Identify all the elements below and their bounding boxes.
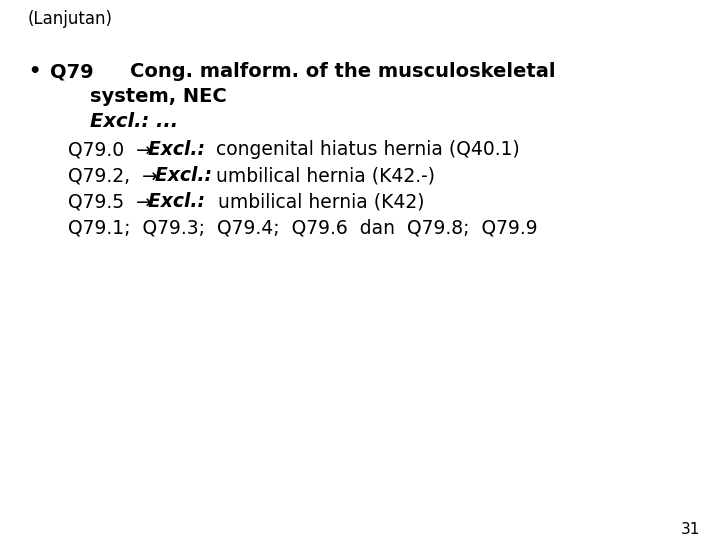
Text: Cong. malform. of the musculoskeletal: Cong. malform. of the musculoskeletal: [130, 62, 556, 81]
Text: (Lanjutan): (Lanjutan): [28, 10, 113, 28]
Text: congenital hiatus hernia (Q40.1): congenital hiatus hernia (Q40.1): [210, 140, 520, 159]
Text: Q79.0  →: Q79.0 →: [68, 140, 152, 159]
Text: Q79: Q79: [50, 62, 94, 81]
Text: Excl.: ...: Excl.: ...: [90, 112, 178, 131]
Text: 31: 31: [680, 522, 700, 537]
Text: Q79.2,  →: Q79.2, →: [68, 166, 158, 185]
Text: Excl.:: Excl.:: [148, 140, 212, 159]
Text: Excl.:: Excl.:: [155, 166, 218, 185]
Text: Q79.5  →: Q79.5 →: [68, 192, 152, 211]
Text: umbilical hernia (K42): umbilical hernia (K42): [212, 192, 425, 211]
Text: Q79.1;  Q79.3;  Q79.4;  Q79.6  dan  Q79.8;  Q79.9: Q79.1; Q79.3; Q79.4; Q79.6 dan Q79.8; Q7…: [68, 218, 538, 237]
Text: Excl.:: Excl.:: [148, 192, 218, 211]
Text: system, NEC: system, NEC: [90, 87, 227, 106]
Text: •: •: [28, 62, 40, 81]
Text: umbilical hernia (K42.-): umbilical hernia (K42.-): [210, 166, 435, 185]
